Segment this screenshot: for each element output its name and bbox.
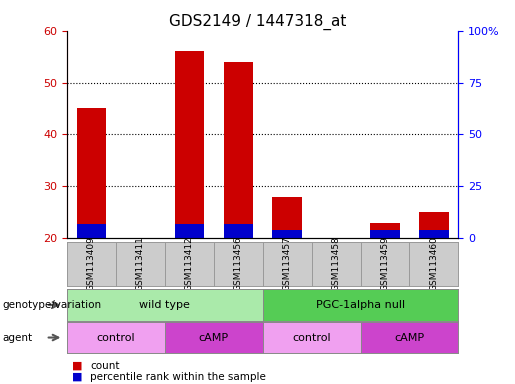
Text: GSM113457: GSM113457 [283, 237, 291, 291]
Bar [272, 230, 302, 238]
Text: ■: ■ [72, 361, 82, 371]
Text: percentile rank within the sample: percentile rank within the sample [90, 372, 266, 382]
Text: genotype/variation: genotype/variation [3, 300, 101, 310]
Bar [224, 223, 253, 238]
Text: control: control [97, 333, 135, 343]
Text: agent: agent [3, 333, 32, 343]
Text: wild type: wild type [140, 300, 190, 310]
Bar [419, 212, 449, 238]
Text: GDS2149 / 1447318_at: GDS2149 / 1447318_at [169, 13, 346, 30]
Text: GSM113459: GSM113459 [381, 237, 389, 291]
Text: cAMP: cAMP [199, 333, 229, 343]
Text: PGC-1alpha null: PGC-1alpha null [316, 300, 405, 310]
Text: GSM113460: GSM113460 [430, 237, 438, 291]
Bar [419, 230, 449, 238]
Text: GSM113412: GSM113412 [185, 237, 194, 291]
Bar [175, 51, 204, 238]
Text: control: control [293, 333, 331, 343]
Text: GSM113411: GSM113411 [136, 237, 145, 291]
Text: GSM113458: GSM113458 [332, 237, 340, 291]
Text: GSM113409: GSM113409 [87, 237, 96, 291]
Bar [175, 223, 204, 238]
Bar [77, 108, 106, 238]
Text: ■: ■ [72, 372, 82, 382]
Text: count: count [90, 361, 119, 371]
Bar [77, 223, 106, 238]
Text: GSM113456: GSM113456 [234, 237, 243, 291]
Bar [272, 197, 302, 238]
Bar [370, 223, 400, 238]
Text: cAMP: cAMP [394, 333, 424, 343]
Bar [370, 230, 400, 238]
Bar [224, 62, 253, 238]
